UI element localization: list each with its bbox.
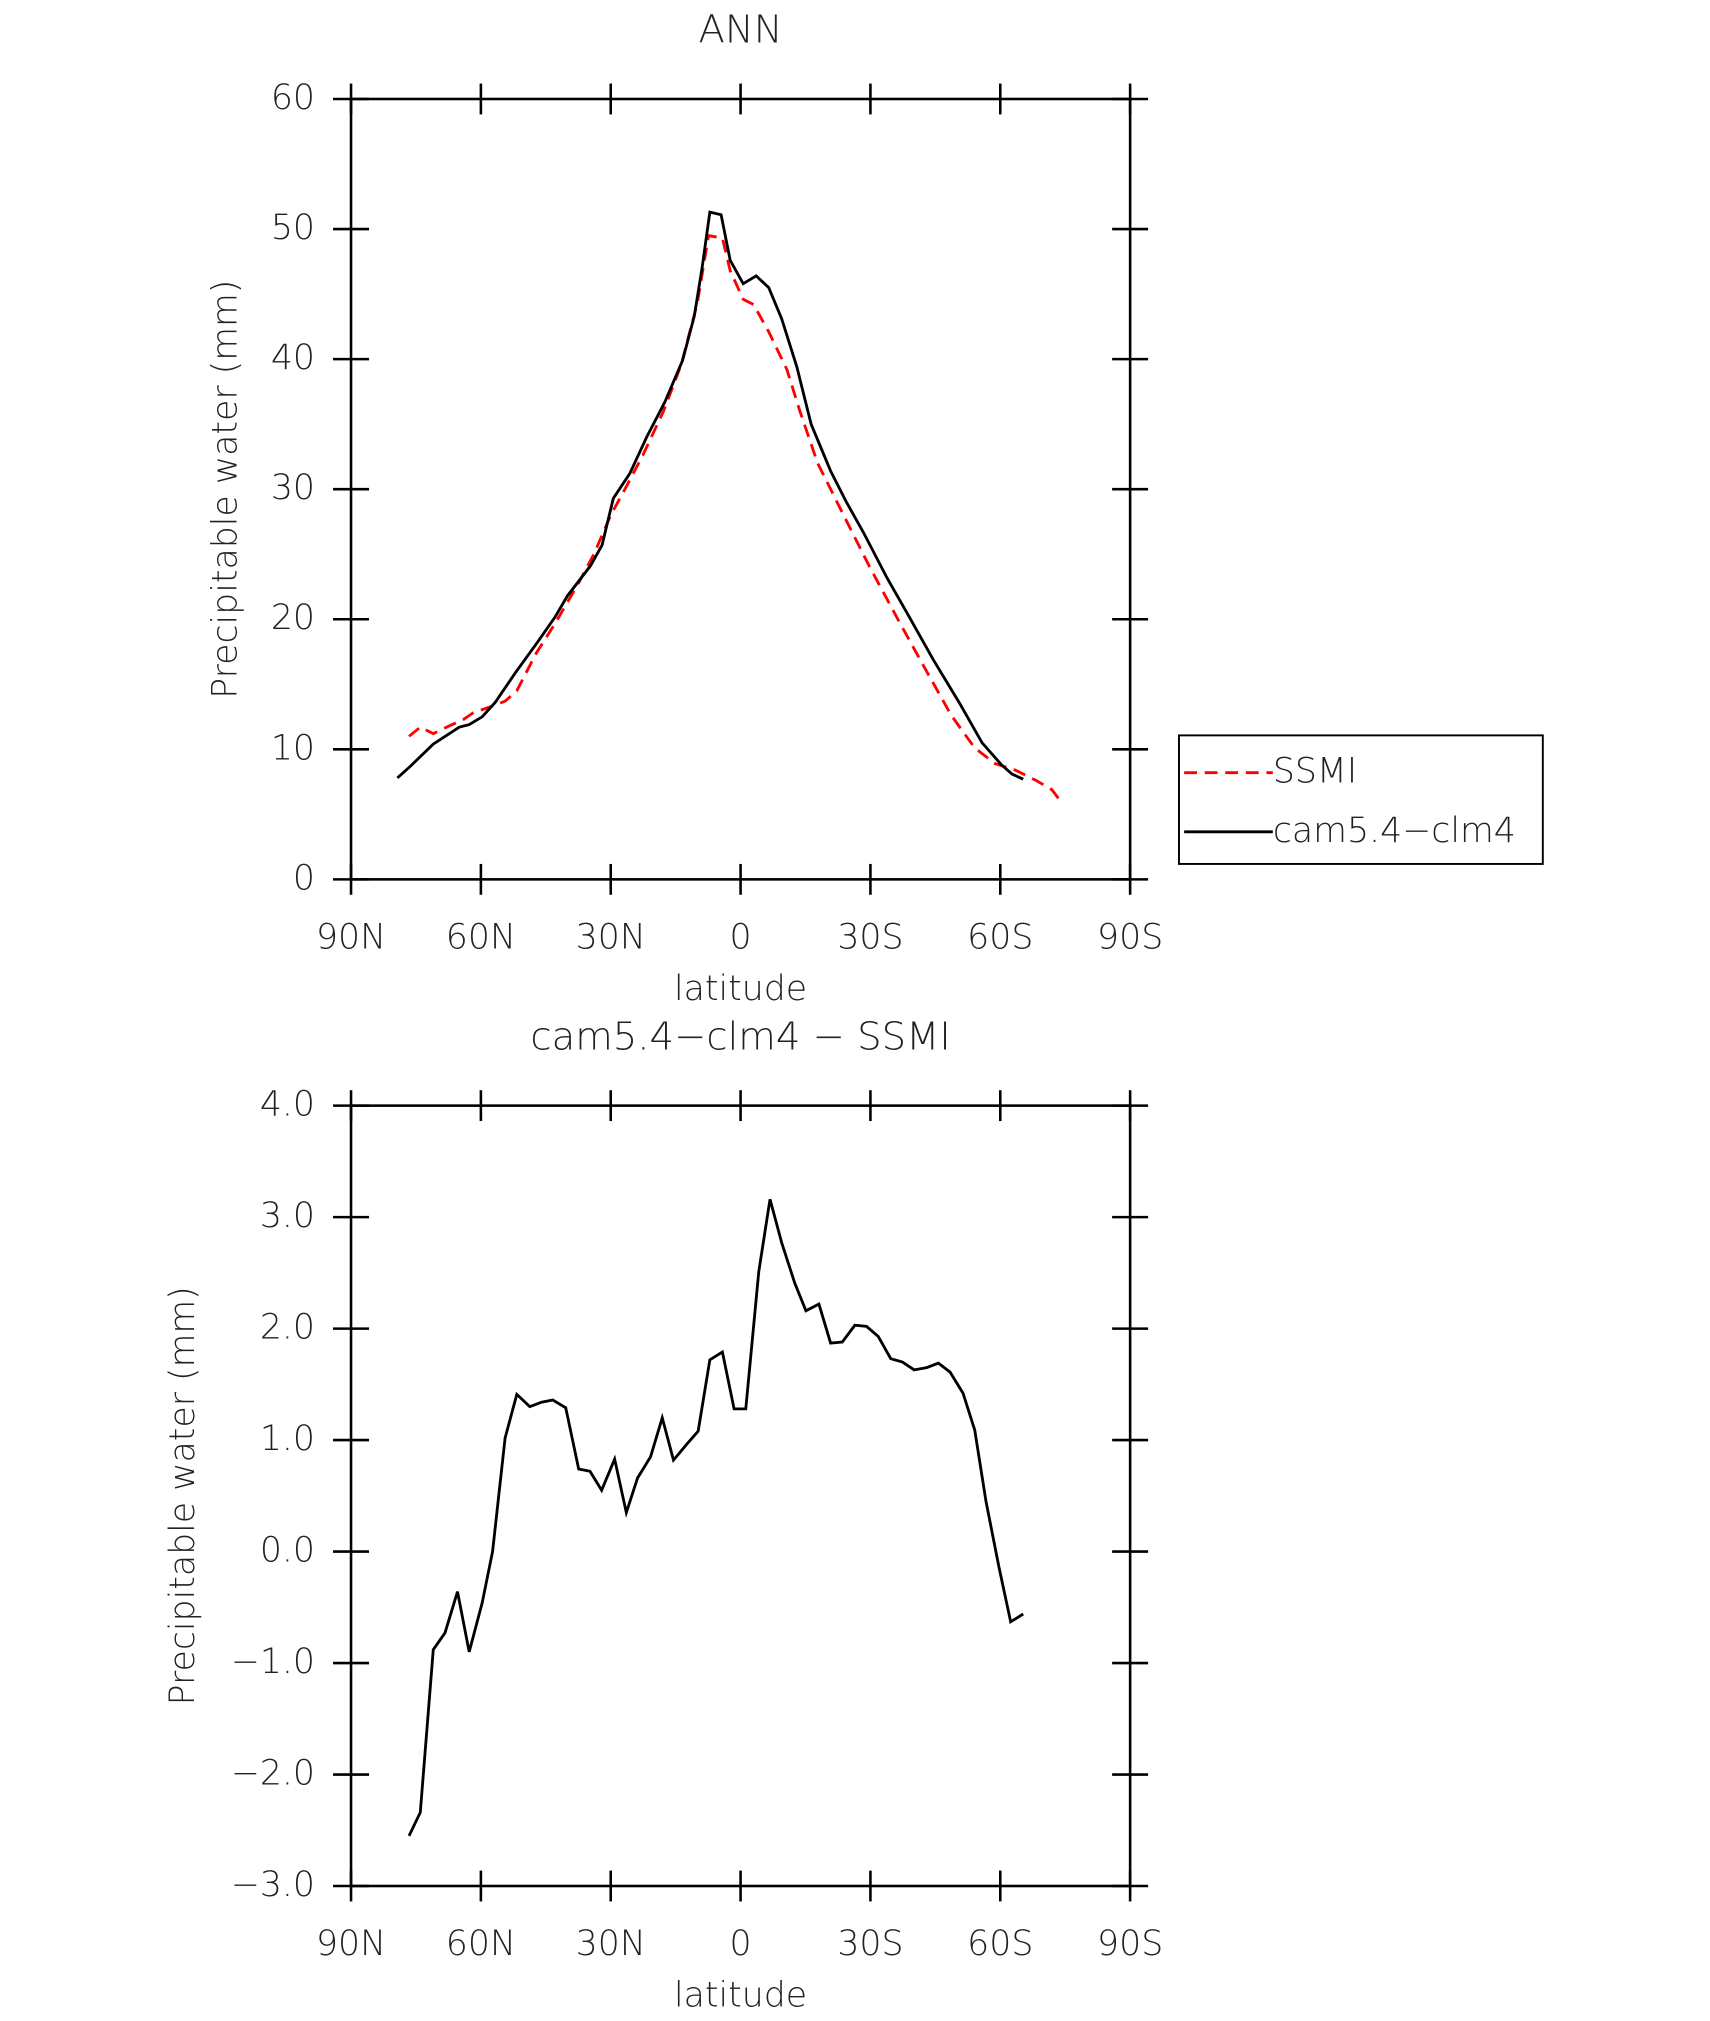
- plot-frame: [349, 1104, 1132, 1888]
- legend-label: cam5.4−clm4: [1273, 811, 1516, 851]
- x-tick-label: 30S: [837, 1924, 903, 1964]
- x-tick-label: 60N: [446, 1924, 516, 1964]
- y-tick-label: 20: [271, 598, 315, 638]
- y-tick-label: 4.0: [260, 1085, 315, 1125]
- y-tick-label: 1.0: [260, 1419, 315, 1459]
- y-tick-label: 40: [271, 338, 315, 378]
- y-tick-label: −1.0: [231, 1642, 315, 1682]
- y-tick-label: 10: [271, 728, 315, 768]
- x-tick-label: 90S: [1097, 1924, 1163, 1964]
- data-line: [407, 1198, 1024, 1837]
- x-tick-label: 0: [730, 1924, 752, 1964]
- y-tick-label: 50: [271, 208, 315, 248]
- y-tick-label: 2.0: [260, 1308, 315, 1348]
- y-tick-label: −3.0: [231, 1865, 315, 1905]
- x-tick-label: 90S: [1097, 918, 1163, 958]
- x-tick-label: 90N: [316, 918, 386, 958]
- y-tick-label: 60: [271, 78, 315, 118]
- legend-box: [1178, 734, 1544, 865]
- x-tick-label: 30N: [576, 918, 646, 958]
- x-axis-label: latitude: [674, 969, 807, 1009]
- y-tick-label: −2.0: [231, 1754, 315, 1794]
- data-line: [396, 210, 1024, 781]
- y-axis-label: Precipitable water (mm): [163, 1286, 203, 1705]
- x-tick-label: 30S: [837, 918, 903, 958]
- x-tick-label: 30N: [576, 1924, 646, 1964]
- y-tick-label: 30: [271, 468, 315, 508]
- chart-title: ANN: [699, 8, 783, 53]
- x-tick-label: 90N: [316, 1924, 386, 1964]
- y-tick-label: 3.0: [260, 1196, 315, 1236]
- x-tick-label: 0: [730, 918, 752, 958]
- chart-title: cam5.4−clm4 − SSMI: [530, 1014, 950, 1059]
- legend-label: SSMI: [1273, 752, 1357, 792]
- x-tick-label: 60S: [967, 1924, 1033, 1964]
- plot-frame: [349, 97, 1132, 881]
- x-tick-label: 60S: [967, 918, 1033, 958]
- x-tick-label: 60N: [446, 918, 516, 958]
- y-tick-label: 0.0: [260, 1531, 315, 1571]
- x-axis-label: latitude: [674, 1976, 807, 2016]
- data-line: [408, 233, 1063, 804]
- y-axis-label: Precipitable water (mm): [205, 280, 245, 699]
- y-tick-label: 0: [293, 858, 315, 898]
